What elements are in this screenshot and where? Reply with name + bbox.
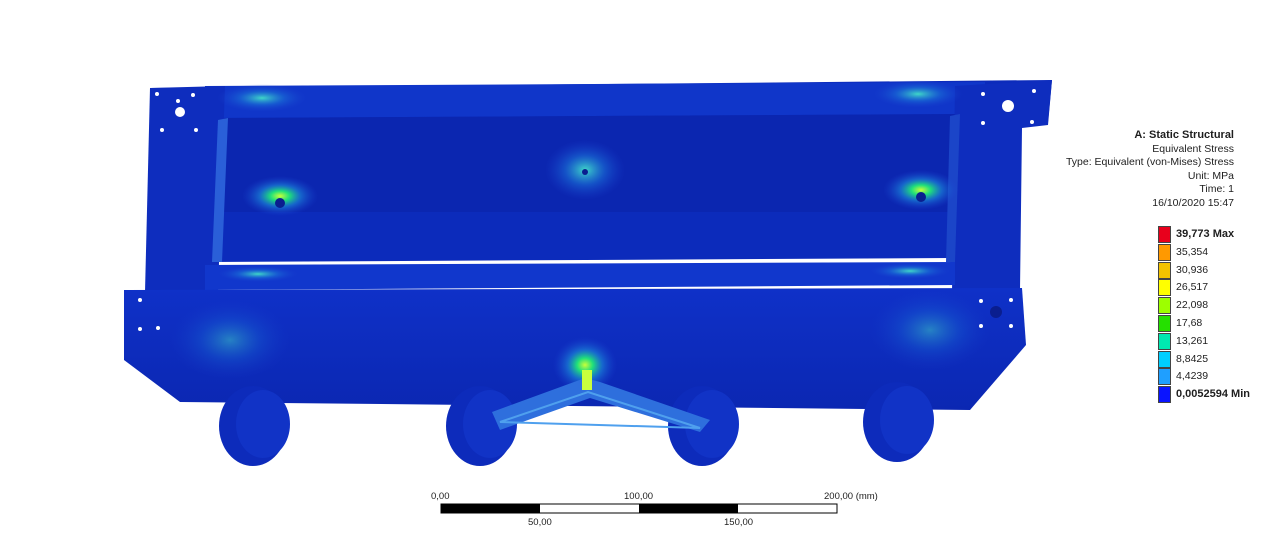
legend-color-swatch <box>1158 279 1171 297</box>
legend-entry: 17,68 <box>1158 315 1278 333</box>
legend-entry: 22,098 <box>1158 297 1278 315</box>
legend-entry: 0,0052594 Min <box>1158 386 1278 404</box>
legend-color-swatch <box>1158 315 1171 332</box>
legend-color-swatch <box>1158 243 1171 261</box>
legend-color-swatch <box>1158 332 1171 350</box>
result-info-panel: A: Static Structural Equivalent Stress T… <box>1066 129 1234 211</box>
legend-color-swatch <box>1158 261 1171 279</box>
legend-value-label: 0,0052594 Min <box>1176 388 1250 401</box>
legend-entry: 4,4239 <box>1158 368 1278 386</box>
legend-value-label: 26,517 <box>1176 281 1209 294</box>
legend-entry: 13,261 <box>1158 332 1278 351</box>
result-type: Type: Equivalent (von-Mises) Stress <box>1065 156 1234 169</box>
legend-value-label: 4,4239 <box>1176 370 1209 383</box>
scale-bar-segment <box>639 504 738 513</box>
result-time: Time: 1 <box>1199 183 1234 196</box>
legend-value-label: 35,354 <box>1176 245 1209 258</box>
analysis-title: A: Static Structural <box>1134 129 1234 141</box>
legend-entry: 30,936 <box>1158 261 1278 280</box>
legend-color-swatch <box>1158 226 1171 243</box>
scale-label-200: 200,00 (mm) <box>824 491 878 502</box>
scale-label-50: 50,00 <box>528 517 552 528</box>
legend-color-swatch <box>1158 368 1171 386</box>
legend-value-label: 8,8425 <box>1176 352 1209 365</box>
legend-entry: 26,517 <box>1158 279 1278 297</box>
scale-label-100: 100,00 <box>624 491 654 502</box>
legend-color-swatch <box>1158 386 1171 404</box>
scale-bar-segment <box>441 504 540 513</box>
scale-label-0: 0,00 <box>431 491 450 502</box>
lower-plate <box>124 262 1026 410</box>
result-timestamp: 16/10/2020 15:47 <box>1152 196 1234 209</box>
lower-wheels <box>219 382 934 466</box>
legend-value-label: 17,68 <box>1176 317 1203 329</box>
legend-entry: 39,773 Max <box>1158 226 1278 244</box>
v-link-arm <box>492 370 710 432</box>
legend-color-swatch <box>1158 350 1171 368</box>
legend-value-label: 30,936 <box>1176 263 1209 276</box>
legend-value-label: 39,773 Max <box>1176 228 1235 240</box>
legend-entry: 35,354 <box>1158 243 1278 262</box>
top-frame <box>145 80 1052 292</box>
legend-value-label: 22,098 <box>1176 299 1209 312</box>
legend-entry: 8,8425 <box>1158 350 1278 369</box>
legend-value-label: 13,261 <box>1176 334 1209 347</box>
result-unit: Unit: MPa <box>1187 169 1234 182</box>
legend-color-swatch <box>1158 297 1171 315</box>
result-name: Equivalent Stress <box>1152 142 1234 155</box>
scale-label-150: 150,00 <box>724 517 754 528</box>
